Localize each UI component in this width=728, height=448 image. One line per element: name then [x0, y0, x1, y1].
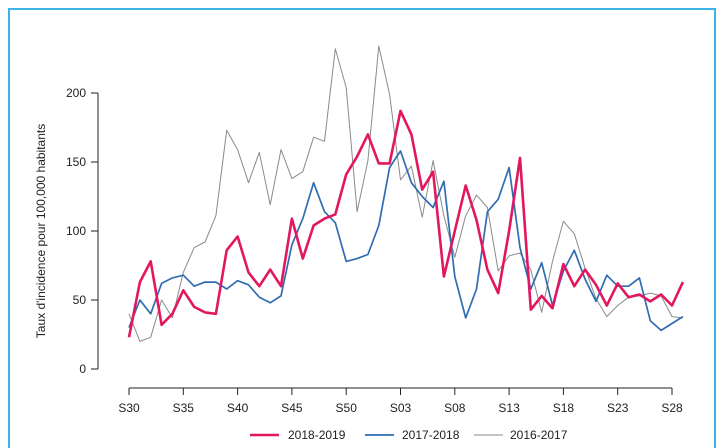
legend: 2018-2019 2017-2018 2016-2017 — [250, 428, 568, 442]
y-tick-label-50: 50 — [73, 293, 87, 307]
y-tick-label-200: 200 — [66, 86, 86, 100]
y-tick-label-150: 150 — [66, 155, 86, 169]
x-ticks: S30 S35 S40 S45 S50 S03 S08 S13 S18 S23 S28 — [118, 388, 683, 415]
x-tick-label-S35: S35 — [173, 401, 195, 415]
y-ticks: 0 50 100 150 200 — [66, 86, 98, 376]
x-tick-label-S08: S08 — [444, 401, 466, 415]
x-tick-label-S23: S23 — [607, 401, 629, 415]
series-lines — [127, 45, 685, 342]
y-tick-label-100: 100 — [66, 224, 86, 238]
x-tick-label-S28: S28 — [661, 401, 683, 415]
series-line-2016-2017 — [128, 45, 683, 342]
x-tick-label-S03: S03 — [390, 401, 412, 415]
x-tick-label-S18: S18 — [553, 401, 575, 415]
x-tick-label-S40: S40 — [227, 401, 249, 415]
x-tick-label-S13: S13 — [498, 401, 520, 415]
chart-frame — [8, 8, 716, 448]
legend-item-2016-2017: 2016-2017 — [474, 428, 568, 442]
x-tick-label-S45: S45 — [281, 401, 303, 415]
x-tick-label-S50: S50 — [336, 401, 358, 415]
y-tick-label-0: 0 — [79, 362, 86, 376]
y-axis-title: Taux d'incidence pour 100,000 habitants — [34, 124, 48, 338]
legend-item-2017-2018: 2017-2018 — [365, 428, 460, 442]
legend-item-2018-2019: 2018-2019 — [250, 428, 346, 442]
legend-label-2018-2019: 2018-2019 — [288, 428, 346, 442]
series-line-2017-2018 — [128, 150, 684, 332]
legend-label-2017-2018: 2017-2018 — [402, 428, 460, 442]
x-tick-label-S30: S30 — [118, 401, 140, 415]
series-line-2018-2019 — [127, 109, 685, 338]
legend-label-2016-2017: 2016-2017 — [510, 428, 568, 442]
